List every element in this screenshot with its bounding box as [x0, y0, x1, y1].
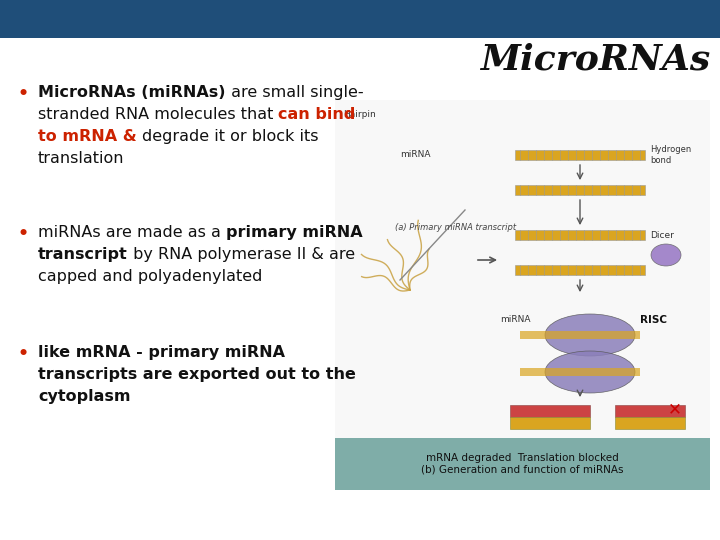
Text: translation: translation [38, 151, 125, 166]
Text: like mRNA - primary miRNA: like mRNA - primary miRNA [38, 345, 285, 360]
Text: RISC: RISC [640, 315, 667, 325]
Bar [0, 0, 720, 38]
Text: transcripts are exported out to the: transcripts are exported out to the [38, 367, 356, 382]
Text: •: • [18, 345, 29, 363]
Bar [615, 405, 685, 417]
Text: Hydrogen
bond: Hydrogen bond [650, 145, 691, 165]
Text: miRNA: miRNA [500, 315, 531, 324]
Bar [515, 150, 645, 160]
Text: transcript: transcript [38, 247, 127, 262]
Text: capped and polyadenylated: capped and polyadenylated [38, 269, 262, 284]
Text: mRNA degraded  Translation blocked
(b) Generation and function of miRNAs: mRNA degraded Translation blocked (b) Ge… [421, 453, 624, 475]
Bar [615, 417, 685, 429]
Text: ✕: ✕ [668, 400, 682, 418]
Text: •: • [18, 85, 29, 103]
Text: by RNA polymerase II & are: by RNA polymerase II & are [127, 247, 355, 262]
Text: cytoplasm: cytoplasm [38, 389, 130, 404]
Bar [520, 368, 640, 376]
Text: degrade it or block its: degrade it or block its [143, 129, 319, 144]
Text: stranded RNA molecules that: stranded RNA molecules that [38, 107, 279, 122]
Ellipse shape [545, 351, 635, 393]
Text: can bind: can bind [279, 107, 356, 122]
Ellipse shape [545, 314, 635, 356]
Bar [510, 417, 590, 429]
Text: MicroRNAs (miRNAs): MicroRNAs (miRNAs) [38, 85, 225, 100]
Bar [515, 230, 645, 240]
Bar [510, 405, 590, 417]
Bar [335, 438, 710, 490]
Bar [515, 265, 645, 275]
Text: (a) Primary miRNA transcript: (a) Primary miRNA transcript [395, 223, 516, 232]
Text: MicroRNAs: MicroRNAs [480, 43, 710, 77]
Text: •: • [18, 225, 29, 243]
Bar [515, 185, 645, 195]
Ellipse shape [651, 244, 681, 266]
Bar [335, 100, 710, 490]
Text: are small single-: are small single- [225, 85, 363, 100]
Bar [520, 331, 640, 339]
Text: miRNAs are made as a: miRNAs are made as a [38, 225, 226, 240]
Text: Dicer: Dicer [650, 231, 674, 240]
Text: Hairpin: Hairpin [343, 110, 376, 119]
Text: to mRNA &: to mRNA & [38, 129, 143, 144]
Text: miRNA: miRNA [400, 150, 431, 159]
Text: primary miRNA: primary miRNA [226, 225, 363, 240]
